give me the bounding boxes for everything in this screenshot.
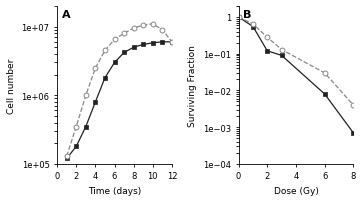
Y-axis label: Surviving Fraction: Surviving Fraction [188, 45, 197, 126]
Text: B: B [243, 10, 252, 20]
Text: A: A [62, 10, 70, 20]
Y-axis label: Cell number: Cell number [7, 58, 16, 113]
X-axis label: Time (days): Time (days) [88, 186, 141, 195]
X-axis label: Dose (Gy): Dose (Gy) [274, 186, 318, 195]
